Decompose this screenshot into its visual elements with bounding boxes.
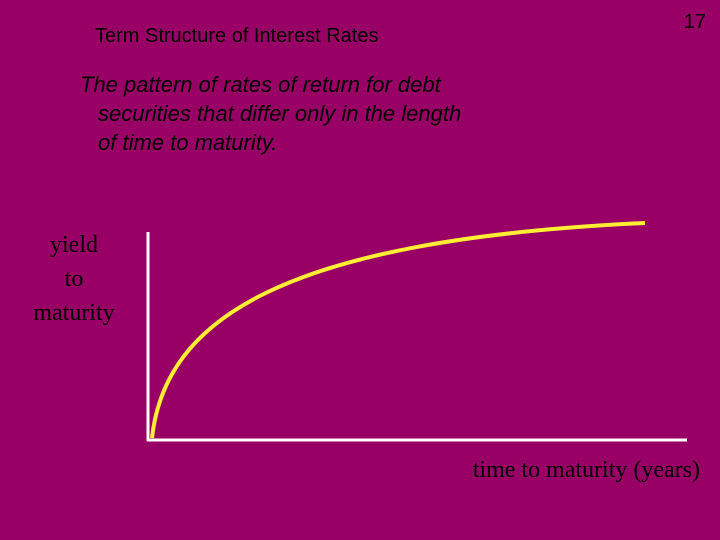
y-axis-label: maturity [33,300,114,326]
y-axis-label: to [65,266,84,292]
body-line: of time to maturity. [98,130,277,155]
slide-number: 17 [684,11,706,33]
y-axis-label: yield [50,232,98,258]
body-line: The pattern of rates of return for debt [80,72,442,97]
slide-title: Term Structure of Interest Rates [95,25,378,47]
x-axis-label: time to maturity (years) [473,457,700,483]
yield-curve [150,221,646,439]
body-line: securities that differ only in the lengt… [98,101,461,126]
